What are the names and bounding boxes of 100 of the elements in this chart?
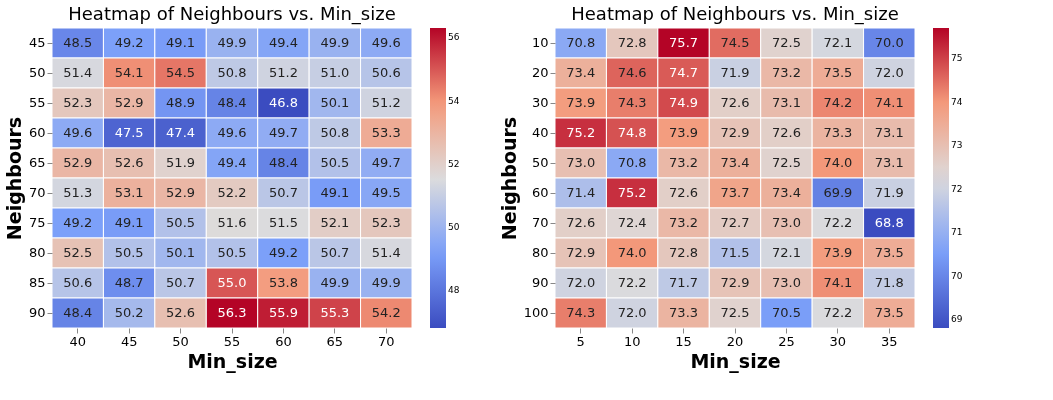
data-label: 54.5 [166, 65, 196, 80]
data-label: 50.5 [166, 215, 196, 230]
y-tick-label: 50 [28, 65, 46, 80]
data-label: 71.4 [566, 185, 596, 200]
data-label: 74.1 [823, 275, 853, 290]
data-label: 73.0 [771, 215, 801, 230]
data-label: 49.7 [268, 125, 298, 140]
y-tick-label: 65 [28, 155, 46, 170]
data-label: 48.4 [217, 95, 247, 110]
data-label: 73.5 [823, 65, 853, 80]
data-label: 73.1 [771, 95, 801, 110]
data-label: 51.5 [268, 215, 298, 230]
data-label: 75.2 [617, 185, 647, 200]
data-label: 69.9 [823, 185, 853, 200]
data-label: 72.9 [720, 125, 750, 140]
data-label: 54.2 [371, 305, 401, 320]
x-tick-label: 70 [378, 333, 395, 349]
color-bar-label: 70 [951, 270, 963, 281]
data-label: 74.1 [874, 95, 904, 110]
y-tick-label: 90 [28, 305, 46, 320]
y-tick-label: 50 [531, 155, 549, 170]
data-label: 71.7 [669, 275, 699, 290]
y-tick-label: 55 [28, 95, 46, 110]
data-label: 73.1 [874, 125, 904, 140]
data-label: 49.6 [63, 125, 93, 140]
y-tick-label: 80 [531, 245, 549, 260]
data-label: 74.0 [617, 245, 647, 260]
data-label: 51.2 [371, 95, 401, 110]
x-axis-title: Min_size [187, 349, 278, 373]
y-tick-label: 75 [28, 215, 46, 230]
data-label: 49.7 [371, 155, 401, 170]
data-label: 68.8 [874, 215, 904, 230]
data-label: 73.5 [874, 305, 904, 320]
data-label: 51.4 [371, 245, 401, 260]
data-label: 72.6 [720, 95, 750, 110]
data-label: 50.1 [166, 245, 196, 260]
y-tick-label: 90 [531, 275, 549, 290]
data-label: 49.1 [320, 185, 350, 200]
data-label: 50.8 [217, 65, 247, 80]
data-label: 72.2 [617, 275, 647, 290]
data-label: 72.5 [771, 155, 801, 170]
y-tick-label: 100 [523, 305, 549, 320]
data-label: 74.3 [566, 305, 596, 320]
data-label: 48.4 [268, 155, 298, 170]
data-label: 72.8 [669, 245, 699, 260]
x-tick-label: 50 [172, 333, 189, 349]
data-label: 73.4 [566, 65, 596, 80]
x-tick-label: 55 [223, 333, 241, 349]
color-bar-label: 50 [448, 221, 460, 232]
x-tick-label: 35 [881, 333, 898, 349]
y-tick-label: 85 [28, 275, 46, 290]
chart-title: Heatmap of Neighbours vs. Min_size [571, 2, 899, 25]
data-label: 54.1 [114, 65, 144, 80]
data-label: 50.2 [114, 305, 144, 320]
y-tick-label: 20 [531, 65, 549, 80]
color-bar-label: 74 [951, 96, 963, 107]
data-label: 72.6 [566, 215, 596, 230]
data-label: 49.9 [371, 275, 401, 290]
data-label: 46.8 [268, 95, 298, 110]
data-label: 52.6 [166, 305, 196, 320]
color-bar-label: 52 [448, 158, 460, 169]
x-tick-label: 10 [623, 333, 641, 349]
y-tick-label: 80 [28, 245, 46, 260]
data-label: 73.9 [669, 125, 699, 140]
y-tick-label: 60 [28, 125, 46, 140]
data-label: 49.4 [217, 155, 247, 170]
data-label: 74.2 [823, 95, 853, 110]
data-label: 72.2 [823, 215, 853, 230]
data-label: 49.2 [268, 245, 298, 260]
data-label: 74.9 [669, 95, 699, 110]
data-label: 49.1 [114, 215, 144, 230]
color-bar-label: 48 [448, 285, 460, 296]
data-label: 52.3 [371, 215, 401, 230]
data-label: 73.0 [566, 155, 596, 170]
data-label: 73.9 [566, 95, 596, 110]
color-bar-label: 56 [448, 32, 460, 43]
data-label: 47.5 [114, 125, 144, 140]
data-label: 53.8 [268, 275, 298, 290]
data-label: 73.2 [669, 155, 699, 170]
x-tick-label: 30 [829, 333, 847, 349]
data-label: 51.6 [217, 215, 247, 230]
data-label: 70.5 [771, 305, 801, 320]
data-label: 50.7 [166, 275, 196, 290]
data-label: 72.2 [823, 305, 853, 320]
data-label: 48.9 [166, 95, 196, 110]
data-label: 48.7 [114, 275, 144, 290]
data-label: 51.4 [63, 65, 93, 80]
y-axis-title: Neighbours [497, 116, 520, 241]
data-label: 72.4 [617, 215, 647, 230]
data-label: 72.7 [720, 215, 750, 230]
x-tick-label: 5 [576, 333, 585, 349]
data-label: 72.9 [720, 275, 750, 290]
data-label: 72.9 [566, 245, 596, 260]
x-tick-label: 15 [675, 333, 692, 349]
color-bar-label: 73 [951, 140, 963, 151]
chart-title: Heatmap of Neighbours vs. Min_size [68, 2, 396, 25]
color-bar-label: 75 [951, 53, 963, 64]
data-label: 49.9 [320, 35, 350, 50]
data-label: 50.5 [320, 155, 350, 170]
data-label: 72.6 [771, 125, 801, 140]
